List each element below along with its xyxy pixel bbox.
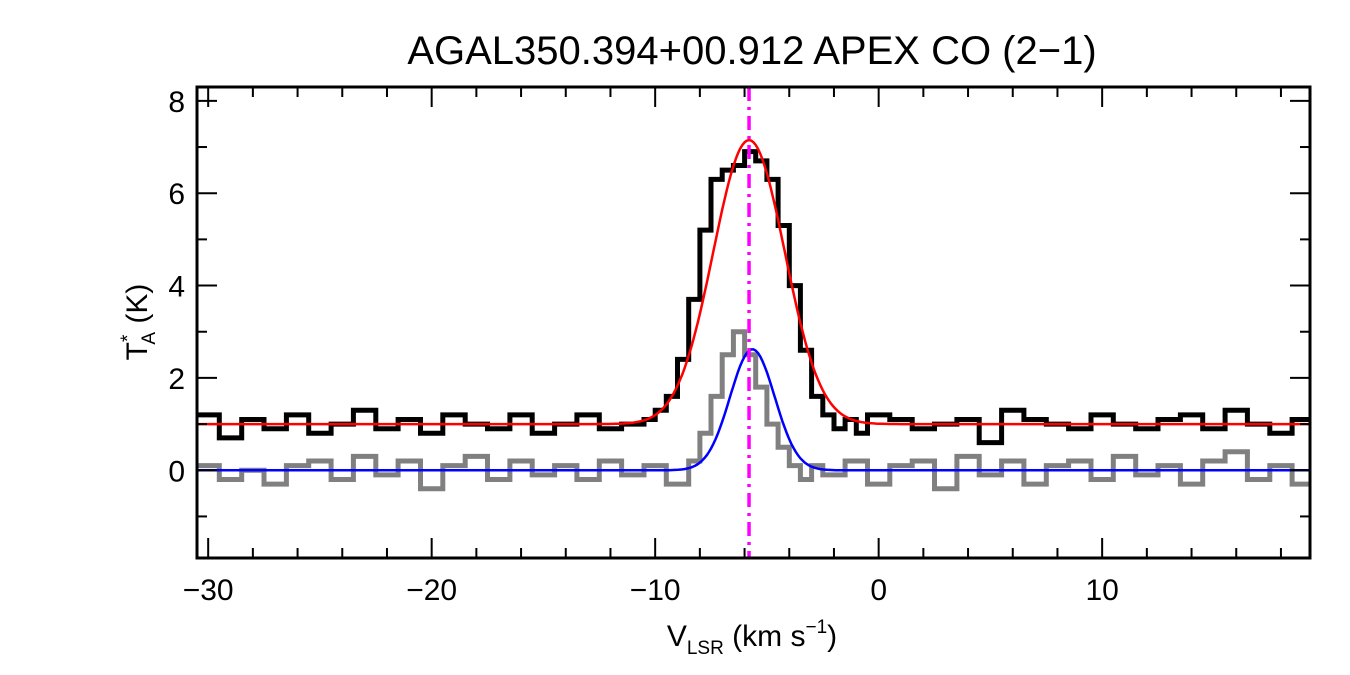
plot-area [197,138,1310,492]
x-axis-label-close: ) [827,620,837,653]
y-axis-label: T*A (K) [118,284,160,361]
x-axis-label-main: V [667,620,687,653]
x-tick-label: 10 [1085,574,1118,607]
y-tick-label: 6 [168,178,185,211]
y-axis-label-units: (K) [121,284,154,332]
y-tick-label: 8 [168,86,185,119]
y-axis-label-subscript: A [139,332,160,345]
y-tick-label: 0 [168,455,185,488]
fit-curve-4 [197,348,1310,472]
fit-curve-3 [197,138,1310,426]
spectrum-series-2 [197,329,1310,492]
y-tick-label: 4 [168,271,185,304]
x-axis-label-subscript: LSR [687,638,724,659]
chart-title: AGAL350.394+00.912 APEX CO (2−1) [407,29,1096,73]
plot-frame [195,85,1312,560]
x-tick-label: −20 [406,574,457,607]
x-tick-label: −30 [183,574,234,607]
axis-ticks: −30 −20 −10 0 10 0 2 4 6 8 [168,86,1310,607]
y-axis-label-main: T [121,342,154,360]
x-axis-label: VLSR (km s−1) [667,617,837,659]
y-axis-label-superscript: * [118,334,139,342]
x-axis-label-superscript: −1 [805,617,827,638]
spectrum-series-1 [197,149,1310,446]
x-tick-label: −10 [630,574,681,607]
y-tick-label: 2 [168,363,185,396]
x-axis-label-units: (km s [724,620,806,653]
x-tick-label: 0 [870,574,887,607]
